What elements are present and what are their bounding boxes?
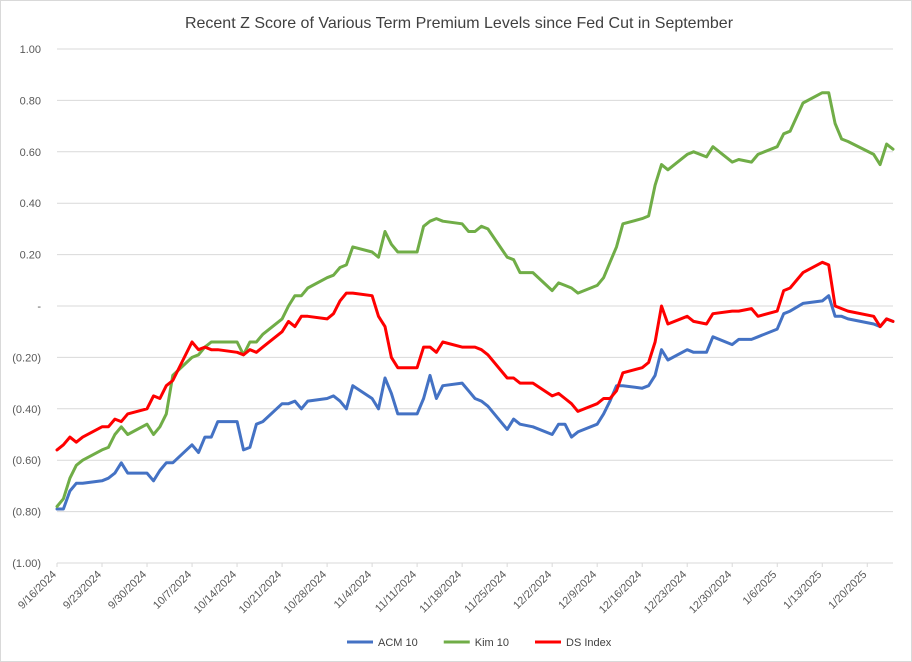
y-tick-label: 1.00: [20, 44, 41, 56]
y-tick-label: 0.80: [20, 95, 41, 107]
y-tick-label: (0.60): [12, 455, 41, 467]
x-tick-label: 9/30/2024: [106, 569, 149, 612]
legend: ACM 10 Kim 10 DS Index: [347, 637, 612, 649]
x-tick-label: 10/7/2024: [151, 569, 194, 612]
series-lines: [55, 91, 895, 511]
legend-label: ACM 10: [378, 637, 418, 649]
x-tick-label: 9/16/2024: [16, 569, 59, 612]
legend-label: Kim 10: [475, 637, 509, 649]
gridlines: [57, 48, 893, 564]
x-tick-label: 10/21/2024: [237, 569, 284, 616]
x-tick-label: 9/23/2024: [61, 569, 104, 612]
y-tick-label: 0.40: [20, 198, 41, 210]
y-axis: 1.00 0.80 0.60 0.40 0.20 - (0.20) (0.40) (0.60) (…: [12, 44, 41, 570]
x-tick-label: 11/11/2024: [373, 569, 419, 615]
series-line-kim-10: [55, 91, 895, 508]
x-tick-label: 12/16/2024: [597, 569, 644, 616]
series-line-ds-index: [55, 260, 895, 452]
x-tick-label: 10/14/2024: [192, 569, 239, 616]
x-tick-label: 11/4/2024: [332, 569, 375, 612]
chart-title: Recent Z Score of Various Term Premium L…: [185, 15, 734, 32]
y-tick-label: 0.20: [20, 250, 41, 262]
x-tick-label: 1/13/2025: [781, 569, 824, 612]
x-tick-label: 12/30/2024: [687, 569, 734, 616]
legend-label: DS Index: [566, 637, 612, 649]
x-tick-label: 11/18/2024: [417, 569, 464, 616]
y-tick-label: (0.20): [12, 352, 41, 364]
x-tick-label: 12/2/2024: [511, 569, 554, 612]
x-tick-label: 11/25/2024: [462, 569, 509, 616]
x-tick-label: 1/6/2025: [741, 569, 780, 608]
x-axis: 9/16/2024 9/23/2024 9/30/2024 10/7/202410/1…: [16, 562, 893, 616]
y-tick-label: 0.60: [20, 147, 41, 159]
x-tick-label: 10/28/2024: [282, 569, 329, 616]
y-tick-label: (0.40): [12, 404, 41, 416]
x-tick-label: 12/9/2024: [556, 569, 599, 612]
y-tick-label: (1.00): [12, 558, 41, 570]
y-tick-label: -: [37, 301, 41, 313]
series-line-acm-10: [55, 294, 895, 511]
x-tick-label: 1/20/2025: [826, 569, 869, 612]
y-tick-label: (0.80): [12, 507, 41, 519]
x-tick-label: 12/23/2024: [642, 569, 689, 616]
